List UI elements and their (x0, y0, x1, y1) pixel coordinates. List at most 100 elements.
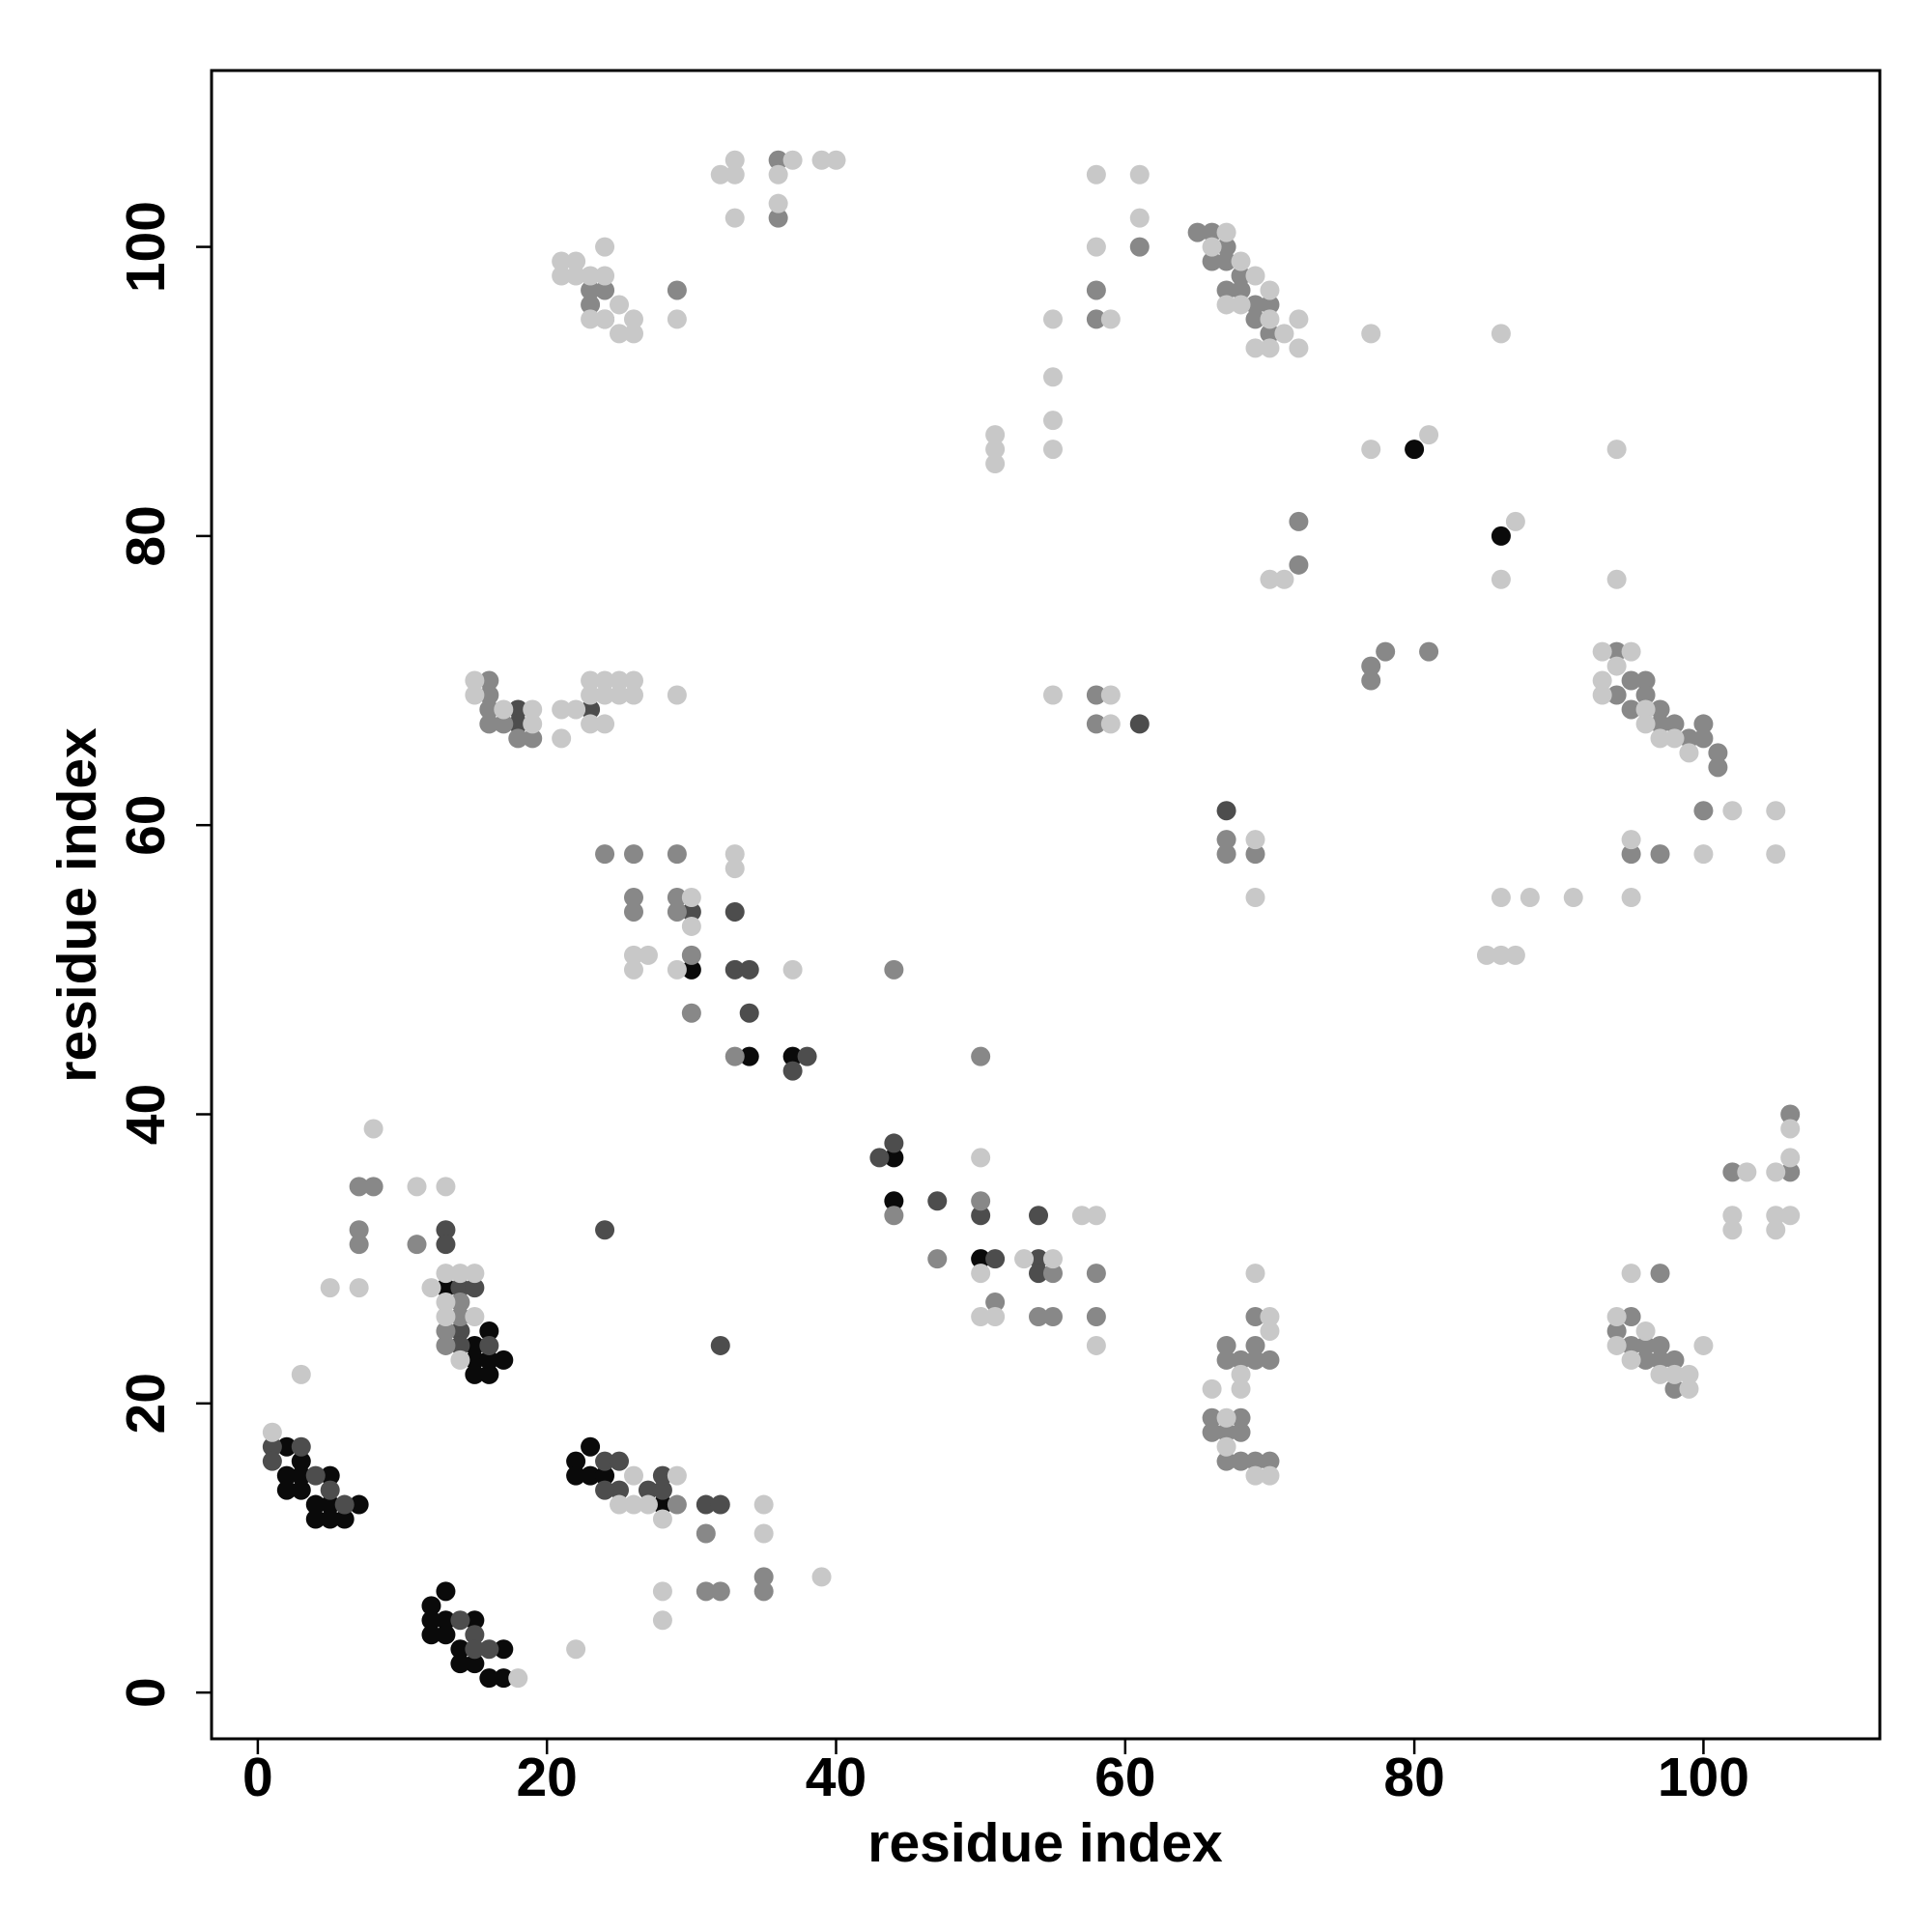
point (276, 1436, 297, 1457)
point (1650, 1264, 1670, 1284)
point (1202, 237, 1222, 257)
point (1606, 569, 1627, 589)
point (1216, 1422, 1236, 1442)
point (985, 425, 1006, 445)
point (1086, 164, 1106, 185)
point (1780, 1206, 1801, 1226)
point (436, 1177, 456, 1197)
point (291, 1465, 311, 1486)
point (494, 699, 514, 720)
point (652, 1465, 672, 1486)
point (1216, 237, 1236, 257)
point (407, 1177, 427, 1197)
point (1231, 1451, 1251, 1471)
point (1202, 1407, 1222, 1428)
point (508, 1668, 528, 1689)
point (1289, 338, 1309, 358)
point (465, 1610, 485, 1631)
point (436, 1610, 456, 1631)
point (971, 1148, 991, 1168)
point (696, 1494, 716, 1515)
point (985, 1293, 1006, 1313)
point (595, 685, 615, 705)
point (667, 1465, 687, 1486)
point (581, 295, 601, 315)
point (1766, 1206, 1786, 1226)
point (436, 1335, 456, 1355)
point (349, 1235, 369, 1255)
point (494, 1350, 514, 1370)
point (595, 1451, 615, 1471)
point (884, 1206, 904, 1226)
point (479, 699, 499, 720)
point (465, 1639, 485, 1660)
point (1693, 844, 1714, 865)
point (1780, 1104, 1801, 1124)
point (1708, 757, 1728, 778)
point (623, 959, 643, 980)
plot-frame (210, 69, 1882, 1741)
point (566, 1465, 586, 1486)
point (826, 150, 846, 170)
point (1202, 1422, 1222, 1442)
point (1245, 844, 1265, 865)
point (610, 1451, 630, 1471)
point (450, 1335, 470, 1355)
point (623, 901, 643, 922)
point (1766, 844, 1786, 865)
point (566, 699, 586, 720)
point (1289, 554, 1309, 575)
point (363, 1177, 384, 1197)
point (971, 1264, 991, 1284)
point (479, 1364, 499, 1384)
point (884, 1191, 904, 1211)
point (436, 1278, 456, 1298)
point (623, 844, 643, 865)
point (1014, 1249, 1035, 1269)
point (1780, 1162, 1801, 1182)
point (623, 685, 643, 705)
point (667, 685, 687, 705)
point (1274, 569, 1294, 589)
point (1635, 699, 1656, 720)
point (652, 1509, 672, 1529)
point (1361, 440, 1381, 460)
point (1693, 728, 1714, 749)
point (667, 901, 687, 922)
point (1260, 295, 1280, 315)
point (1245, 295, 1265, 315)
point (971, 1046, 991, 1066)
point (884, 959, 904, 980)
point (753, 1581, 774, 1602)
point (1029, 1206, 1049, 1226)
point (1693, 714, 1714, 734)
point (450, 1321, 470, 1341)
point (1621, 699, 1641, 720)
point (1086, 685, 1106, 705)
point (768, 208, 788, 228)
point (1086, 1335, 1106, 1355)
point (1260, 1307, 1280, 1327)
point (710, 1581, 730, 1602)
point (985, 454, 1006, 474)
point (566, 1451, 586, 1471)
y-tick-label: 80 (115, 505, 177, 566)
point (320, 1480, 340, 1500)
point (566, 251, 586, 271)
point (1563, 888, 1583, 908)
point (724, 164, 745, 185)
point (681, 888, 701, 908)
point (1231, 1407, 1251, 1428)
point (1520, 888, 1540, 908)
point (1260, 338, 1280, 358)
point (465, 1307, 485, 1327)
point (652, 1610, 672, 1631)
point (1664, 714, 1685, 734)
point (610, 324, 630, 344)
point (1216, 280, 1236, 300)
point (1274, 324, 1294, 344)
point (1216, 1436, 1236, 1457)
point (753, 1494, 774, 1515)
point (276, 1480, 297, 1500)
